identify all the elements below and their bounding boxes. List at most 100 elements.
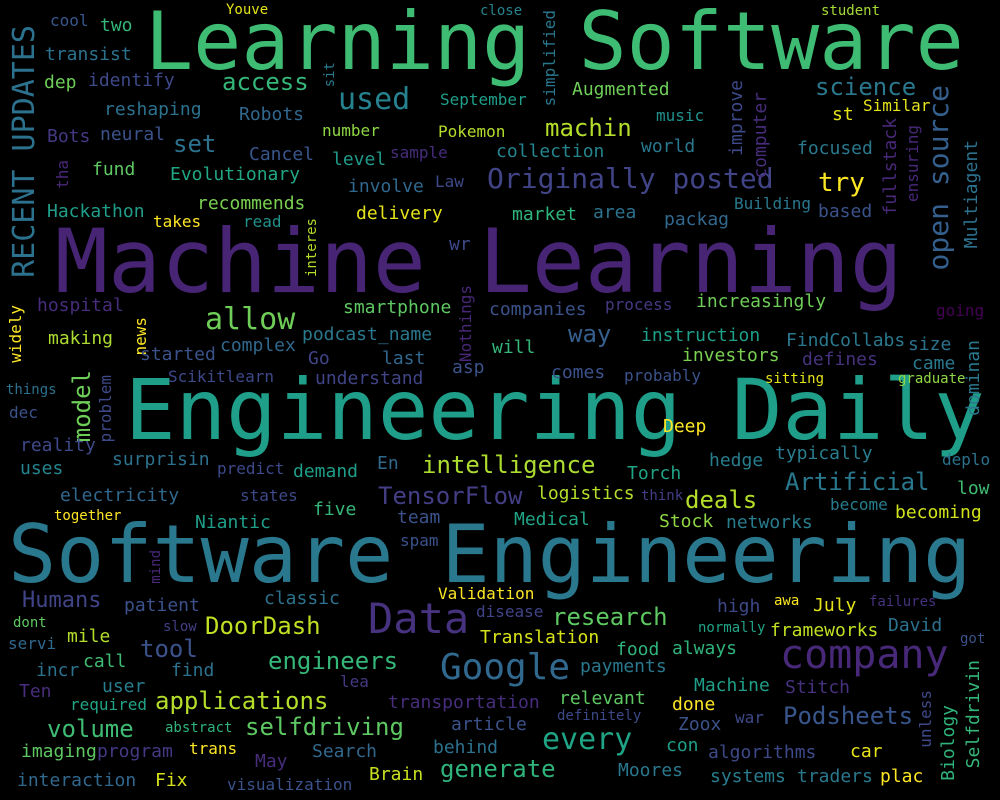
word-machin: machin <box>545 114 632 142</box>
word-reshaping: reshaping <box>104 99 202 120</box>
word-podsheets: Podsheets <box>783 702 914 730</box>
word-ten: Ten <box>19 681 52 702</box>
word-algorithms: algorithms <box>708 742 817 763</box>
word-understand: understand <box>315 368 424 389</box>
word-try: try <box>818 168 865 198</box>
word-together: together <box>54 508 122 524</box>
word-networks: networks <box>726 512 813 533</box>
word-surprisin: surprisin <box>112 449 210 470</box>
word-allow: allow <box>205 302 296 337</box>
word-deals: deals <box>685 486 758 514</box>
word-volume: volume <box>47 715 134 743</box>
word-visualization: visualization <box>227 775 353 794</box>
word-widely: widely <box>6 305 25 363</box>
word-selfdrivin: Selfdrivin <box>963 660 984 769</box>
word-article: article <box>451 714 527 735</box>
word-originally-posted: Originally posted <box>487 162 774 195</box>
word-generate: generate <box>440 755 556 783</box>
word-packag: packag <box>664 209 730 230</box>
word-set: set <box>173 130 217 158</box>
word-engineers: engineers <box>268 647 399 675</box>
word-logistics: logistics <box>537 483 635 504</box>
word-last: last <box>382 348 426 369</box>
word-normally: normally <box>698 620 766 636</box>
word-slow: slow <box>163 619 197 635</box>
word-improve: improve <box>726 80 747 156</box>
word-program: program <box>97 741 173 762</box>
word-mind: mind <box>148 550 164 584</box>
word-things: things <box>6 382 57 398</box>
word-tha: tha <box>53 160 72 189</box>
word-en: En <box>377 453 399 474</box>
word-doordash: DoorDash <box>205 612 321 640</box>
word-artificial: Artificial <box>785 468 930 496</box>
word-will: will <box>492 337 536 358</box>
word-involve: involve <box>348 176 424 197</box>
word-war: war <box>735 708 764 727</box>
word-started: started <box>140 344 216 365</box>
word-humans: Humans <box>22 588 102 613</box>
word-fix: Fix <box>155 770 188 791</box>
word-multiagent: Multiagent <box>961 140 982 249</box>
word-behind: behind <box>433 737 499 758</box>
word-predict: predict <box>217 459 285 478</box>
word-relevant: relevant <box>559 688 646 709</box>
word-similar: Similar <box>863 96 931 115</box>
word-disease: disease <box>476 602 544 621</box>
word-collection: collection <box>496 141 605 162</box>
word-typically: typically <box>775 443 873 464</box>
word-wr: wr <box>449 234 471 255</box>
word-nothings: Nothings <box>456 285 475 363</box>
word-came: came <box>912 353 956 374</box>
word-mile: mile <box>67 626 111 647</box>
word-servi: servi <box>8 634 57 653</box>
word-payments: payments <box>580 656 667 677</box>
word-sample: sample <box>390 143 448 162</box>
word-find: find <box>171 660 215 681</box>
word-increasingly: increasingly <box>696 291 827 312</box>
word-deep: Deep <box>663 416 707 437</box>
word-trans: trans <box>189 739 238 758</box>
word-fund: fund <box>92 159 136 180</box>
word-scikitlearn: Scikitlearn <box>168 367 274 386</box>
word-problem: problem <box>96 375 115 443</box>
word-spam: spam <box>400 531 439 550</box>
word-medical: Medical <box>514 509 590 530</box>
word-selfdriving: selfdriving <box>245 713 404 741</box>
word-fullstack: fullstack <box>880 118 901 216</box>
word-applications: applications <box>155 687 329 715</box>
word-way: way <box>568 320 612 348</box>
word-tool: tool <box>140 635 198 663</box>
word-classic: classic <box>264 588 340 609</box>
word-comes: comes <box>551 362 606 383</box>
word-going: going <box>936 301 985 320</box>
word-smartphone: smartphone <box>343 297 452 318</box>
word-low: low <box>957 478 990 499</box>
word-area: area <box>593 202 637 223</box>
word-student: student <box>821 3 881 19</box>
word-becoming: becoming <box>895 502 982 523</box>
word-probably: probably <box>624 366 702 385</box>
word-number: number <box>322 121 380 140</box>
word-intelligence: intelligence <box>422 451 596 479</box>
word-required: required <box>70 695 148 714</box>
word-abstract: abstract <box>165 720 233 736</box>
word-investors: investors <box>682 345 780 366</box>
word-always: always <box>672 638 738 659</box>
word-findcollabs: FindCollabs <box>786 330 906 351</box>
word-think: think <box>641 488 684 504</box>
word-hedge: hedge <box>709 450 764 471</box>
word-identify: identify <box>88 70 175 91</box>
word-process: process <box>605 295 673 314</box>
word-hospital: hospital <box>37 295 124 316</box>
word-traders: traders <box>797 766 873 787</box>
word-july: July <box>813 595 857 616</box>
word-delivery: delivery <box>356 203 443 224</box>
word-graduate: graduate <box>898 371 966 387</box>
word-call: call <box>83 651 127 672</box>
word-dont: dont <box>13 615 47 631</box>
word-based: based <box>818 201 873 222</box>
word-dep: dep <box>44 72 77 93</box>
word-research: research <box>552 603 668 631</box>
